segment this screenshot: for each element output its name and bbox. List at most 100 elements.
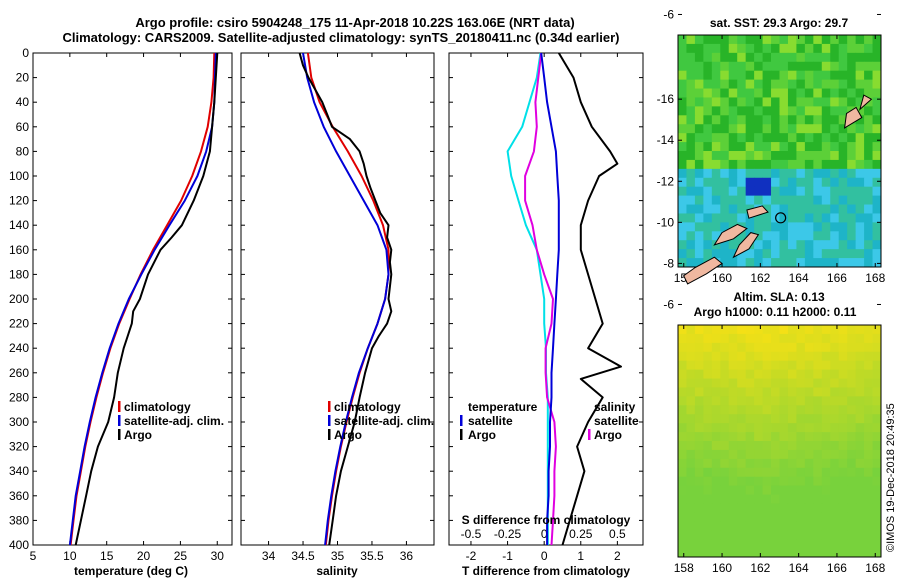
map-cell bbox=[804, 133, 814, 143]
map-cell bbox=[771, 325, 780, 335]
x-tick-label: 35 bbox=[331, 549, 345, 563]
map-y-tick-label: -10 bbox=[657, 215, 675, 229]
map-cell bbox=[779, 342, 789, 353]
map-cell bbox=[678, 548, 687, 558]
map-cell bbox=[779, 61, 789, 72]
map-cell bbox=[804, 539, 814, 549]
map-cell bbox=[796, 204, 806, 214]
map-cell bbox=[703, 396, 713, 406]
map-cell bbox=[686, 159, 696, 170]
map-cell bbox=[678, 476, 687, 487]
map-cell bbox=[754, 360, 763, 371]
map-cell bbox=[711, 213, 721, 223]
map-cell bbox=[787, 79, 797, 89]
map-cell bbox=[728, 378, 738, 388]
map-cell bbox=[737, 115, 747, 125]
map-cell bbox=[703, 133, 713, 143]
map-cell bbox=[686, 177, 696, 188]
map-cell bbox=[694, 79, 704, 89]
map-cell bbox=[694, 396, 704, 406]
map-cell bbox=[728, 79, 738, 89]
map-cell bbox=[703, 467, 713, 478]
map-cell bbox=[821, 142, 831, 152]
map-cell bbox=[838, 396, 848, 406]
map-cell bbox=[762, 476, 772, 487]
map-cell bbox=[855, 97, 865, 107]
map-cell bbox=[754, 258, 763, 268]
map-cell bbox=[838, 43, 848, 54]
map-cell bbox=[779, 151, 789, 161]
map-cell bbox=[686, 441, 696, 451]
map-cell bbox=[745, 432, 755, 442]
map-cell bbox=[754, 369, 763, 379]
map-cell bbox=[728, 88, 738, 98]
map-cell bbox=[787, 133, 797, 143]
map-cell bbox=[678, 467, 687, 478]
map-cell bbox=[711, 351, 721, 362]
map-cell bbox=[855, 106, 865, 116]
map-cell bbox=[720, 458, 730, 469]
map-cell bbox=[686, 378, 696, 388]
map-cell bbox=[804, 249, 814, 259]
map-cell bbox=[694, 530, 704, 540]
map-cell bbox=[703, 249, 713, 259]
map-cell bbox=[813, 204, 823, 214]
map-cell bbox=[720, 548, 730, 558]
map-cell bbox=[838, 97, 848, 107]
map-cell bbox=[745, 414, 755, 424]
map-cell bbox=[745, 494, 755, 504]
map-cell bbox=[737, 414, 747, 424]
map-cell bbox=[872, 396, 882, 406]
map-cell bbox=[762, 485, 772, 495]
map-cell bbox=[821, 168, 831, 179]
map-cell bbox=[694, 43, 704, 54]
map-cell bbox=[864, 396, 873, 406]
map-cell bbox=[804, 258, 814, 268]
map-cell bbox=[787, 414, 797, 424]
x-tick-label: 34 bbox=[262, 549, 276, 563]
map-cell bbox=[847, 378, 857, 388]
map-cell bbox=[872, 61, 882, 72]
series-line-satellite-adj-clim- bbox=[68, 52, 217, 546]
map-cell bbox=[720, 258, 730, 268]
map-cell bbox=[872, 530, 882, 540]
map-cell bbox=[779, 476, 789, 487]
map-cell bbox=[787, 485, 797, 495]
map-cell bbox=[762, 539, 772, 549]
map-cell bbox=[694, 258, 704, 268]
map-cell bbox=[830, 79, 840, 89]
map-cell bbox=[847, 360, 857, 371]
map-cell bbox=[711, 387, 721, 397]
map-cell bbox=[728, 35, 738, 45]
map-cell bbox=[694, 204, 704, 214]
map-cell bbox=[864, 195, 873, 205]
map-cell bbox=[754, 351, 763, 362]
map-cell bbox=[703, 240, 713, 250]
map-cell bbox=[694, 115, 704, 125]
x-tick-label: -1 bbox=[502, 549, 513, 563]
map-cell bbox=[678, 115, 687, 125]
map-cell bbox=[703, 485, 713, 495]
map-cell bbox=[830, 186, 840, 197]
map-cell bbox=[821, 387, 831, 397]
map-cell bbox=[771, 168, 780, 179]
map-cell bbox=[830, 333, 840, 344]
map-cell bbox=[728, 195, 738, 205]
map-cell bbox=[754, 142, 763, 152]
y-tick-label: 140 bbox=[9, 218, 29, 232]
map-cell bbox=[745, 115, 755, 125]
map-cell bbox=[813, 258, 823, 268]
map-cell bbox=[847, 61, 857, 72]
map-cell bbox=[762, 449, 772, 460]
map-cell bbox=[838, 204, 848, 214]
map-cell bbox=[779, 503, 789, 513]
map-cell bbox=[872, 35, 882, 45]
map-cell bbox=[796, 432, 806, 442]
map-cell bbox=[737, 360, 747, 371]
map-cell bbox=[694, 494, 704, 504]
map-cell bbox=[787, 512, 797, 522]
map-cell bbox=[754, 168, 763, 179]
map-cell bbox=[745, 503, 755, 513]
map-cell bbox=[711, 106, 721, 116]
map-cell bbox=[864, 360, 873, 371]
